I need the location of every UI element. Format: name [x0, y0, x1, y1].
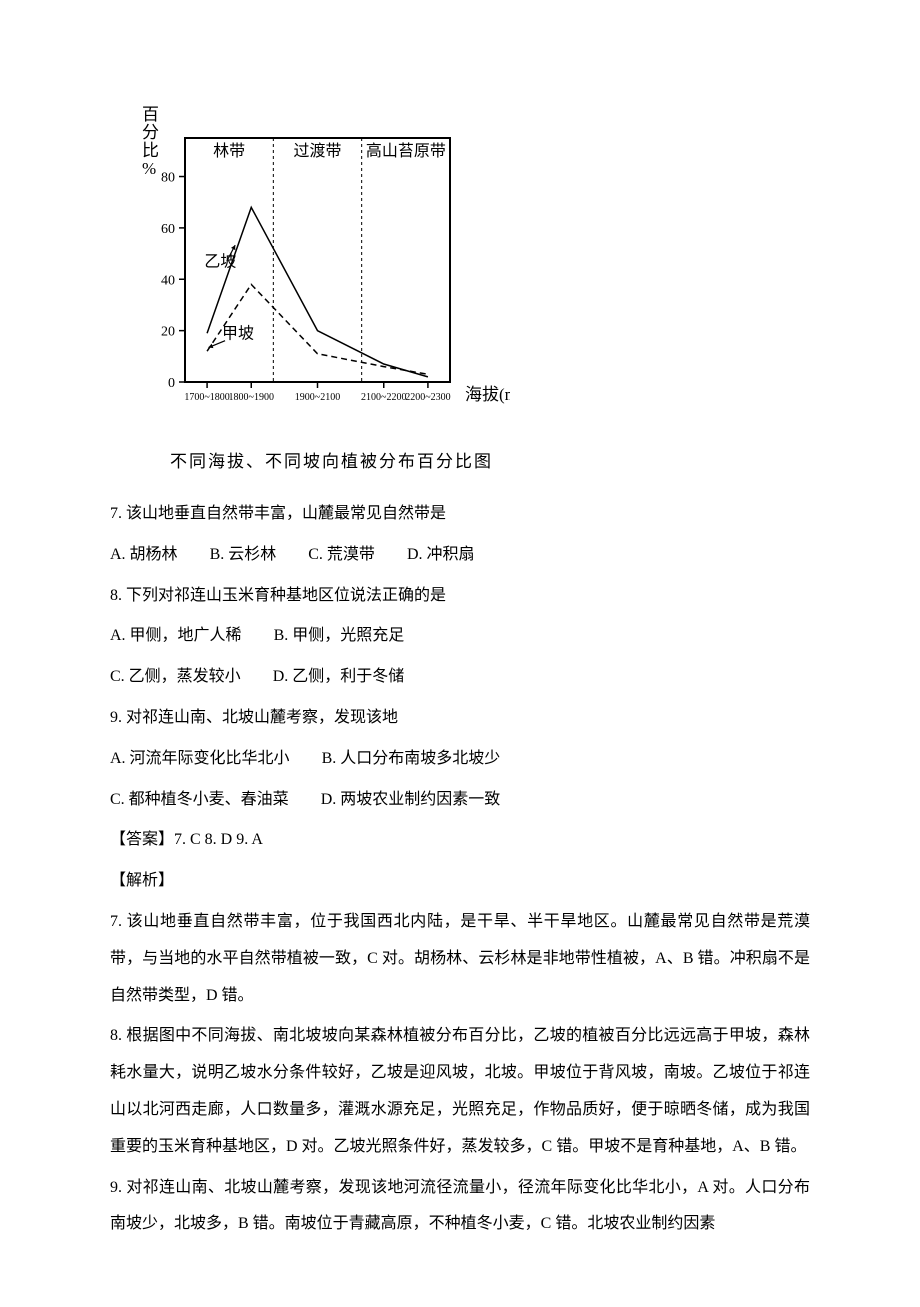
svg-text:乙坡: 乙坡	[204, 252, 236, 270]
q7-prompt: 7. 该山地垂直自然带丰富，山麓最常见自然带是	[110, 496, 810, 533]
analysis-9: 9. 对祁连山南、北坡山麓考察，发现该地河流径流量小，径流年际变化比华北小，A …	[110, 1170, 810, 1244]
q9-option-c: C. 都种植冬小麦、春油菜	[110, 791, 289, 808]
svg-text:1800~1900: 1800~1900	[229, 392, 274, 403]
q7-option-b: B. 云杉林	[210, 546, 277, 563]
chart-caption: 不同海拔、不同坡向植被分布百分比图	[170, 442, 810, 481]
q9-option-a: A. 河流年际变化比华北小	[110, 750, 290, 767]
answers: 【答案】7. C 8. D 9. A	[110, 822, 810, 859]
q8-options-row1: A. 甲侧，地广人稀 B. 甲侧，光照充足	[110, 618, 810, 655]
svg-text:高山苔原带: 高山苔原带	[366, 142, 446, 160]
analysis-7: 7. 该山地垂直自然带丰富，位于我国西北内陆，是干旱、半干旱地区。山麓最常见自然…	[110, 904, 810, 1014]
svg-text:1700~1800: 1700~1800	[184, 392, 229, 403]
q7-option-a: A. 胡杨林	[110, 546, 178, 563]
svg-text:过渡带: 过渡带	[293, 142, 341, 160]
q9-option-b: B. 人口分布南坡多北坡少	[322, 750, 501, 767]
q8-prompt: 8. 下列对祁连山玉米育种基地区位说法正确的是	[110, 578, 810, 615]
q8-option-b: B. 甲侧，光照充足	[274, 627, 405, 644]
analysis-label: 【解析】	[110, 863, 810, 900]
chart-svg: 林带 过渡带 高山苔原带 百分比% 0 20 40 60 80 1700~18001800~190…	[120, 100, 510, 440]
svg-text:%: %	[142, 159, 156, 178]
q8-option-a: A. 甲侧，地广人稀	[110, 627, 242, 644]
q8-options-row2: C. 乙侧，蒸发较小 D. 乙侧，利于冬储	[110, 659, 810, 696]
svg-text:2100~2200: 2100~2200	[361, 392, 406, 403]
svg-text:80: 80	[161, 171, 175, 186]
svg-text:甲坡: 甲坡	[222, 324, 254, 342]
q7-options: A. 胡杨林 B. 云杉林 C. 荒漠带 D. 冲积扇	[110, 537, 810, 574]
q7-option-d: D. 冲积扇	[407, 546, 475, 563]
svg-text:林带: 林带	[213, 142, 245, 160]
q9-options-row1: A. 河流年际变化比华北小 B. 人口分布南坡多北坡少	[110, 741, 810, 778]
svg-text:60: 60	[161, 222, 175, 237]
svg-text:2200~2300: 2200~2300	[405, 392, 450, 403]
vegetation-chart: 林带 过渡带 高山苔原带 百分比% 0 20 40 60 80 1700~18001800~190…	[120, 100, 810, 481]
svg-text:1900~2100: 1900~2100	[295, 392, 340, 403]
svg-text:0: 0	[168, 376, 175, 391]
svg-text:百: 百	[142, 105, 159, 124]
q8-option-c: C. 乙侧，蒸发较小	[110, 668, 241, 685]
q7-option-c: C. 荒漠带	[308, 546, 375, 563]
q9-prompt: 9. 对祁连山南、北坡山麓考察，发现该地	[110, 700, 810, 737]
q8-option-d: D. 乙侧，利于冬储	[273, 668, 405, 685]
q9-option-d: D. 两坡农业制约因素一致	[321, 791, 501, 808]
svg-text:40: 40	[161, 273, 175, 288]
analysis-8: 8. 根据图中不同海拔、南北坡坡向某森林植被分布百分比，乙坡的植被百分比远远高于…	[110, 1018, 810, 1165]
svg-text:分: 分	[142, 123, 159, 142]
svg-text:20: 20	[161, 325, 175, 340]
svg-text:比: 比	[142, 141, 159, 160]
q9-options-row2: C. 都种植冬小麦、春油菜 D. 两坡农业制约因素一致	[110, 782, 810, 819]
svg-text:海拔(m): 海拔(m)	[465, 385, 510, 404]
